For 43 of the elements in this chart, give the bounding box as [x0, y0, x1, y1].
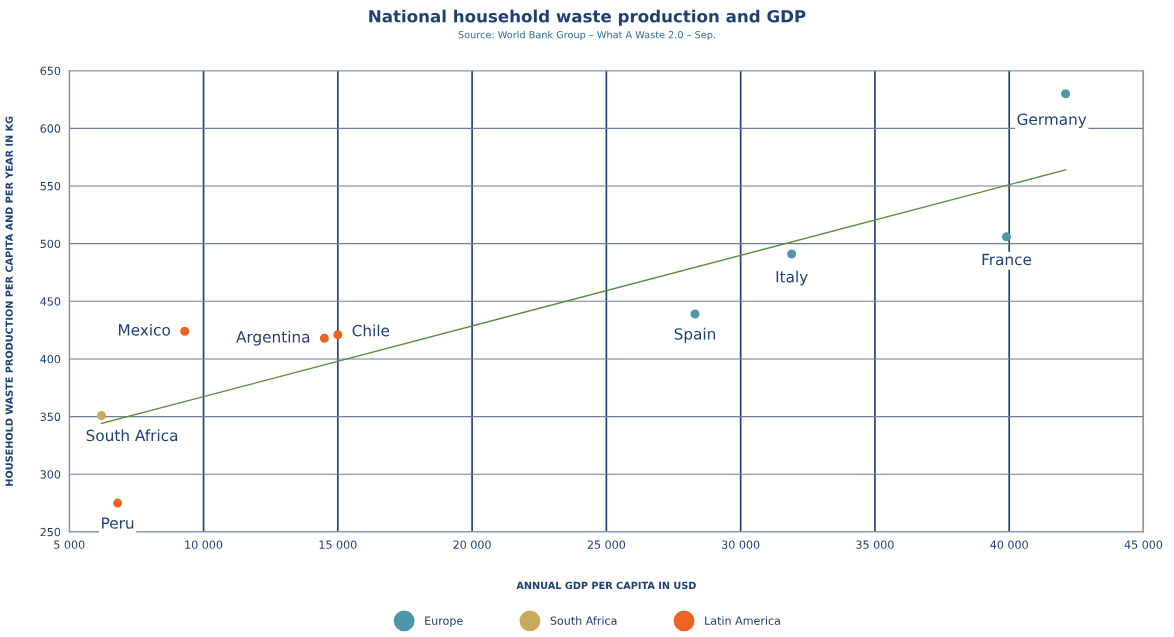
x-tick-label: 15 000	[319, 540, 357, 549]
x-tick-label: 45 000	[1124, 540, 1163, 549]
x-tick-label: 35 000	[856, 540, 894, 549]
legend-label: Europe	[425, 616, 463, 627]
y-tick-label: 650	[40, 66, 61, 76]
x-tick-label: 10 000	[185, 540, 223, 549]
x-axis-title: ANNUAL GDP PER CAPITA IN USD	[516, 581, 696, 590]
annotation: Chile	[352, 324, 390, 337]
chart-title: National household waste production and GDP	[369, 9, 806, 26]
x-tick-label: 30 000	[722, 540, 760, 549]
y-tick-label: 500	[40, 239, 61, 249]
x-tick-label: 5 000	[54, 540, 85, 549]
x-tick-label: 40 000	[990, 540, 1028, 549]
annotation: Italy	[776, 270, 808, 286]
legend-label: South Africa	[550, 616, 617, 625]
y-tick-label: 600	[40, 124, 61, 133]
annotation: Mexico	[119, 323, 171, 336]
point	[180, 326, 190, 336]
annotation: South Africa	[86, 429, 178, 442]
annotation: Peru	[102, 517, 134, 529]
point	[787, 249, 797, 259]
point	[1061, 89, 1071, 99]
y-tick-label: 400	[40, 354, 61, 364]
point	[96, 410, 106, 420]
point	[319, 333, 329, 343]
chart-subtitle: Source: World Bank Group – What A Waste 2.0 – Sep.	[458, 30, 715, 41]
y-axis-title: HOUSEHOLD WASTE PRODUCTION PER CAPITA AND PER YEAR IN KG	[5, 116, 13, 486]
x-tick-label: 25 000	[587, 540, 626, 549]
annotation: Germany	[1017, 113, 1087, 128]
x-tick-label: 20 000	[453, 540, 491, 549]
y-tick-label: 450	[40, 297, 61, 306]
legend-label: Latin America	[705, 616, 780, 625]
annotation: Argentina	[236, 330, 310, 346]
point	[333, 330, 343, 340]
point	[1002, 232, 1012, 242]
y-tick-label: 250	[40, 527, 61, 537]
y-tick-label: 300	[40, 470, 61, 479]
y-tick-label: 550	[40, 181, 61, 191]
annotation: France	[982, 253, 1032, 266]
point	[113, 498, 123, 508]
point	[690, 309, 700, 319]
y-tick-label: 350	[40, 412, 61, 421]
annotation: Spain	[674, 327, 716, 343]
